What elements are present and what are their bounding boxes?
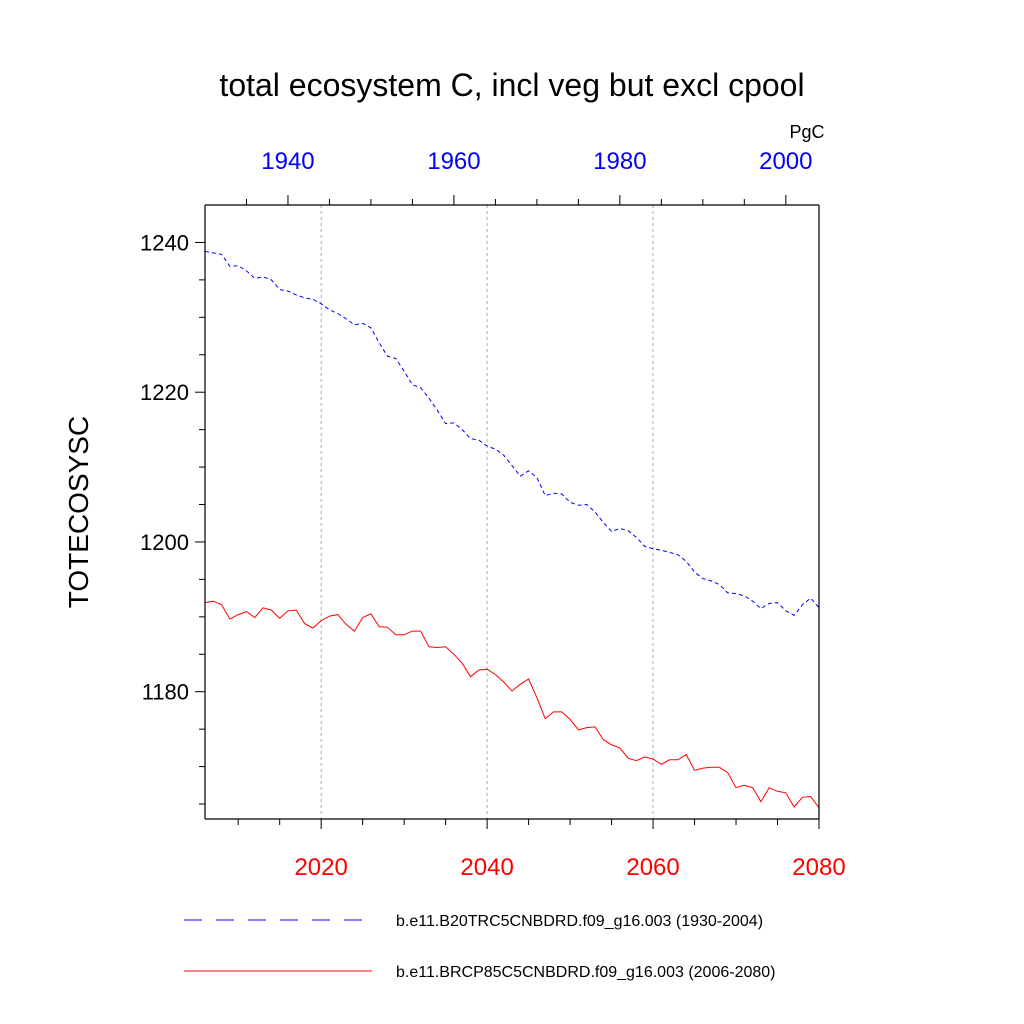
y-tick-label: 1220	[140, 380, 189, 405]
chart-title: total ecosystem C, incl veg but excl cpo…	[219, 67, 804, 103]
x-bottom-tick-label: 2040	[460, 854, 513, 881]
x-bottom-tick-label: 2060	[626, 854, 679, 881]
x-top-tick-label: 1940	[261, 148, 314, 175]
y-tick-label: 1180	[142, 680, 189, 705]
series-line-1	[204, 250, 820, 616]
legend-label-2: b.e11.BRCP85C5CNBDRD.f09_g16.003 (2006-2…	[396, 964, 775, 981]
x-bottom-tick-label: 2020	[294, 854, 347, 881]
x-bottom-tick-label: 2080	[792, 854, 845, 881]
units-label: PgC	[789, 122, 824, 142]
x-top-tick-label: 1980	[593, 148, 646, 175]
legend: b.e11.B20TRC5CNBDRD.f09_g16.003 (1930-20…	[184, 913, 775, 981]
series-lines	[204, 250, 820, 809]
x-top-tick-label: 2000	[759, 148, 812, 175]
y-axis-label: TOTECOSYSC	[63, 416, 94, 608]
legend-label-1: b.e11.B20TRC5CNBDRD.f09_g16.003 (1930-20…	[396, 913, 763, 930]
grid-lines	[320, 205, 654, 819]
series-line-2	[204, 600, 820, 809]
axes: 1180 1200 1220 1240 2020 2040 2060 2080 1940 1960…	[140, 148, 846, 881]
x-top-tick-label: 1960	[427, 148, 480, 175]
y-tick-label: 1240	[140, 230, 189, 255]
y-tick-label: 1200	[140, 530, 189, 555]
